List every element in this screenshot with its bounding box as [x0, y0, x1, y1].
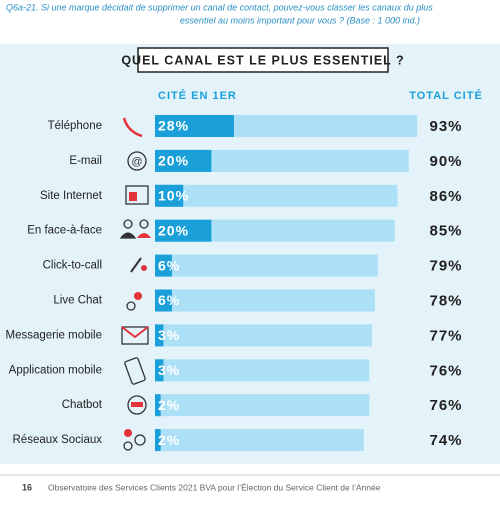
page-number: 16	[22, 482, 32, 492]
total-value-label: 90%	[429, 153, 462, 170]
first-bar	[155, 115, 234, 137]
question-line-2: essentiel au moins important pour vous ?…	[180, 15, 420, 25]
total-value-label: 86%	[429, 188, 462, 205]
total-value-label: 85%	[429, 223, 462, 240]
icons: @	[119, 117, 151, 451]
first-bar	[155, 324, 164, 347]
chart-title: QUEL CANAL EST LE PLUS ESSENTIEL ?	[121, 53, 404, 67]
footer-text: Observatoire des Services Clients 2021 B…	[48, 482, 381, 492]
first-value-label: 6%	[158, 257, 180, 273]
total-bar	[155, 254, 378, 277]
first-value-label: 6%	[158, 292, 180, 308]
first-bar	[155, 429, 161, 452]
category-label: Téléphone	[48, 120, 102, 132]
first-bar	[155, 184, 184, 207]
first-value-label: 20%	[158, 153, 189, 169]
total-bar	[155, 324, 373, 347]
total-value-label: 76%	[429, 397, 462, 414]
first-value-label: 28%	[158, 118, 189, 134]
total-value-label: 79%	[429, 258, 462, 275]
first-value-label: 20%	[158, 222, 189, 238]
first-bar	[155, 359, 164, 382]
first-value-label: 2%	[158, 432, 180, 448]
total-value-label: 93%	[429, 118, 462, 135]
legend-first: CITÉ EN 1ER	[158, 89, 237, 102]
total-bar	[155, 394, 370, 417]
first-bar	[155, 219, 212, 242]
total-value-label: 76%	[429, 362, 462, 379]
question-line-1: Q6a-21. Si une marque décidait de suppri…	[6, 2, 433, 12]
category-label: Réseaux Sociaux	[13, 434, 103, 446]
first-bar	[155, 394, 161, 417]
total-bar	[155, 429, 364, 452]
total-value-label: 78%	[429, 292, 462, 309]
category-label: Messagerie mobile	[5, 329, 102, 341]
first-value-label: 2%	[158, 397, 180, 413]
first-bar	[155, 254, 172, 277]
first-bar	[155, 289, 172, 312]
first-value-label: 10%	[158, 188, 189, 204]
total-bar	[155, 149, 409, 172]
category-label: Click-to-call	[43, 260, 102, 272]
panel	[0, 44, 500, 464]
total-value-label: 77%	[429, 327, 462, 344]
total-value-label: 74%	[429, 432, 462, 449]
total-bar	[155, 184, 398, 207]
category-label: En face-à-face	[27, 225, 102, 237]
total-bar	[155, 359, 370, 382]
category-label: Site Internet	[40, 190, 103, 202]
first-bar	[155, 149, 212, 172]
total-bar	[155, 219, 395, 242]
category-label: Chatbot	[62, 399, 103, 411]
legend-total: TOTAL CITÉ	[409, 89, 483, 102]
category-label: E-mail	[69, 155, 102, 167]
category-label: Live Chat	[53, 295, 102, 307]
svg-text:@: @	[131, 156, 142, 168]
category-label: Application mobile	[9, 364, 102, 376]
total-bar	[155, 289, 375, 312]
first-value-label: 3%	[158, 362, 180, 378]
title-box	[137, 47, 389, 73]
first-value-label: 3%	[158, 327, 180, 343]
